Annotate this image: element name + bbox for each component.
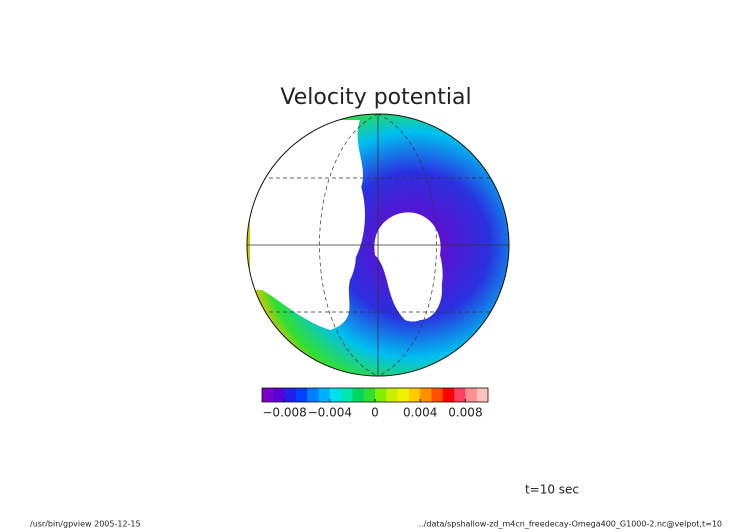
colorbar-swatch: [465, 388, 477, 402]
chart-title: Velocity potential: [280, 85, 471, 110]
colorbar-tick-label: −0.008: [262, 406, 306, 420]
colorbar-swatch: [408, 388, 421, 402]
colorbar-swatch: [329, 388, 342, 402]
colorbar-swatch: [386, 388, 398, 402]
colorbar-swatch: [454, 388, 466, 402]
graticule: [247, 114, 509, 376]
colorbar-swatch: [420, 388, 432, 402]
footer-right: ../data/spshallow-zd_m4cn_freedecay-Omeg…: [419, 520, 722, 529]
colorbar-swatch: [397, 388, 410, 402]
colorbar-swatch: [284, 388, 297, 402]
colorbar-swatch: [476, 388, 489, 402]
colorbar-swatch: [442, 388, 455, 402]
colorbar-tick-label: 0.004: [403, 406, 437, 420]
colorbar-swatch: [273, 388, 285, 402]
colorbar-swatch: [318, 388, 331, 402]
annotation: t=10 sec: [525, 483, 579, 497]
colorbar-tick-label: 0: [371, 406, 379, 420]
colorbar-tick-label: −0.004: [308, 406, 352, 420]
colorbar-swatch: [341, 388, 353, 402]
colorbar-swatch: [352, 388, 364, 402]
colorbar-swatch: [295, 388, 308, 402]
colorbar-swatch: [307, 388, 319, 402]
colorbar-tick-label: 0.008: [448, 406, 482, 420]
colorbar: −0.008 −0.004 0 0.004 0.008: [261, 387, 489, 420]
globe-outline: [246, 113, 510, 377]
footer-left: /usr/bin/gpview 2005-12-15: [30, 520, 141, 529]
colorbar-swatch: [375, 388, 387, 402]
colorbar-swatch: [431, 388, 444, 402]
colorbar-swatch: [262, 388, 274, 402]
colorbar-swatch: [363, 388, 376, 402]
